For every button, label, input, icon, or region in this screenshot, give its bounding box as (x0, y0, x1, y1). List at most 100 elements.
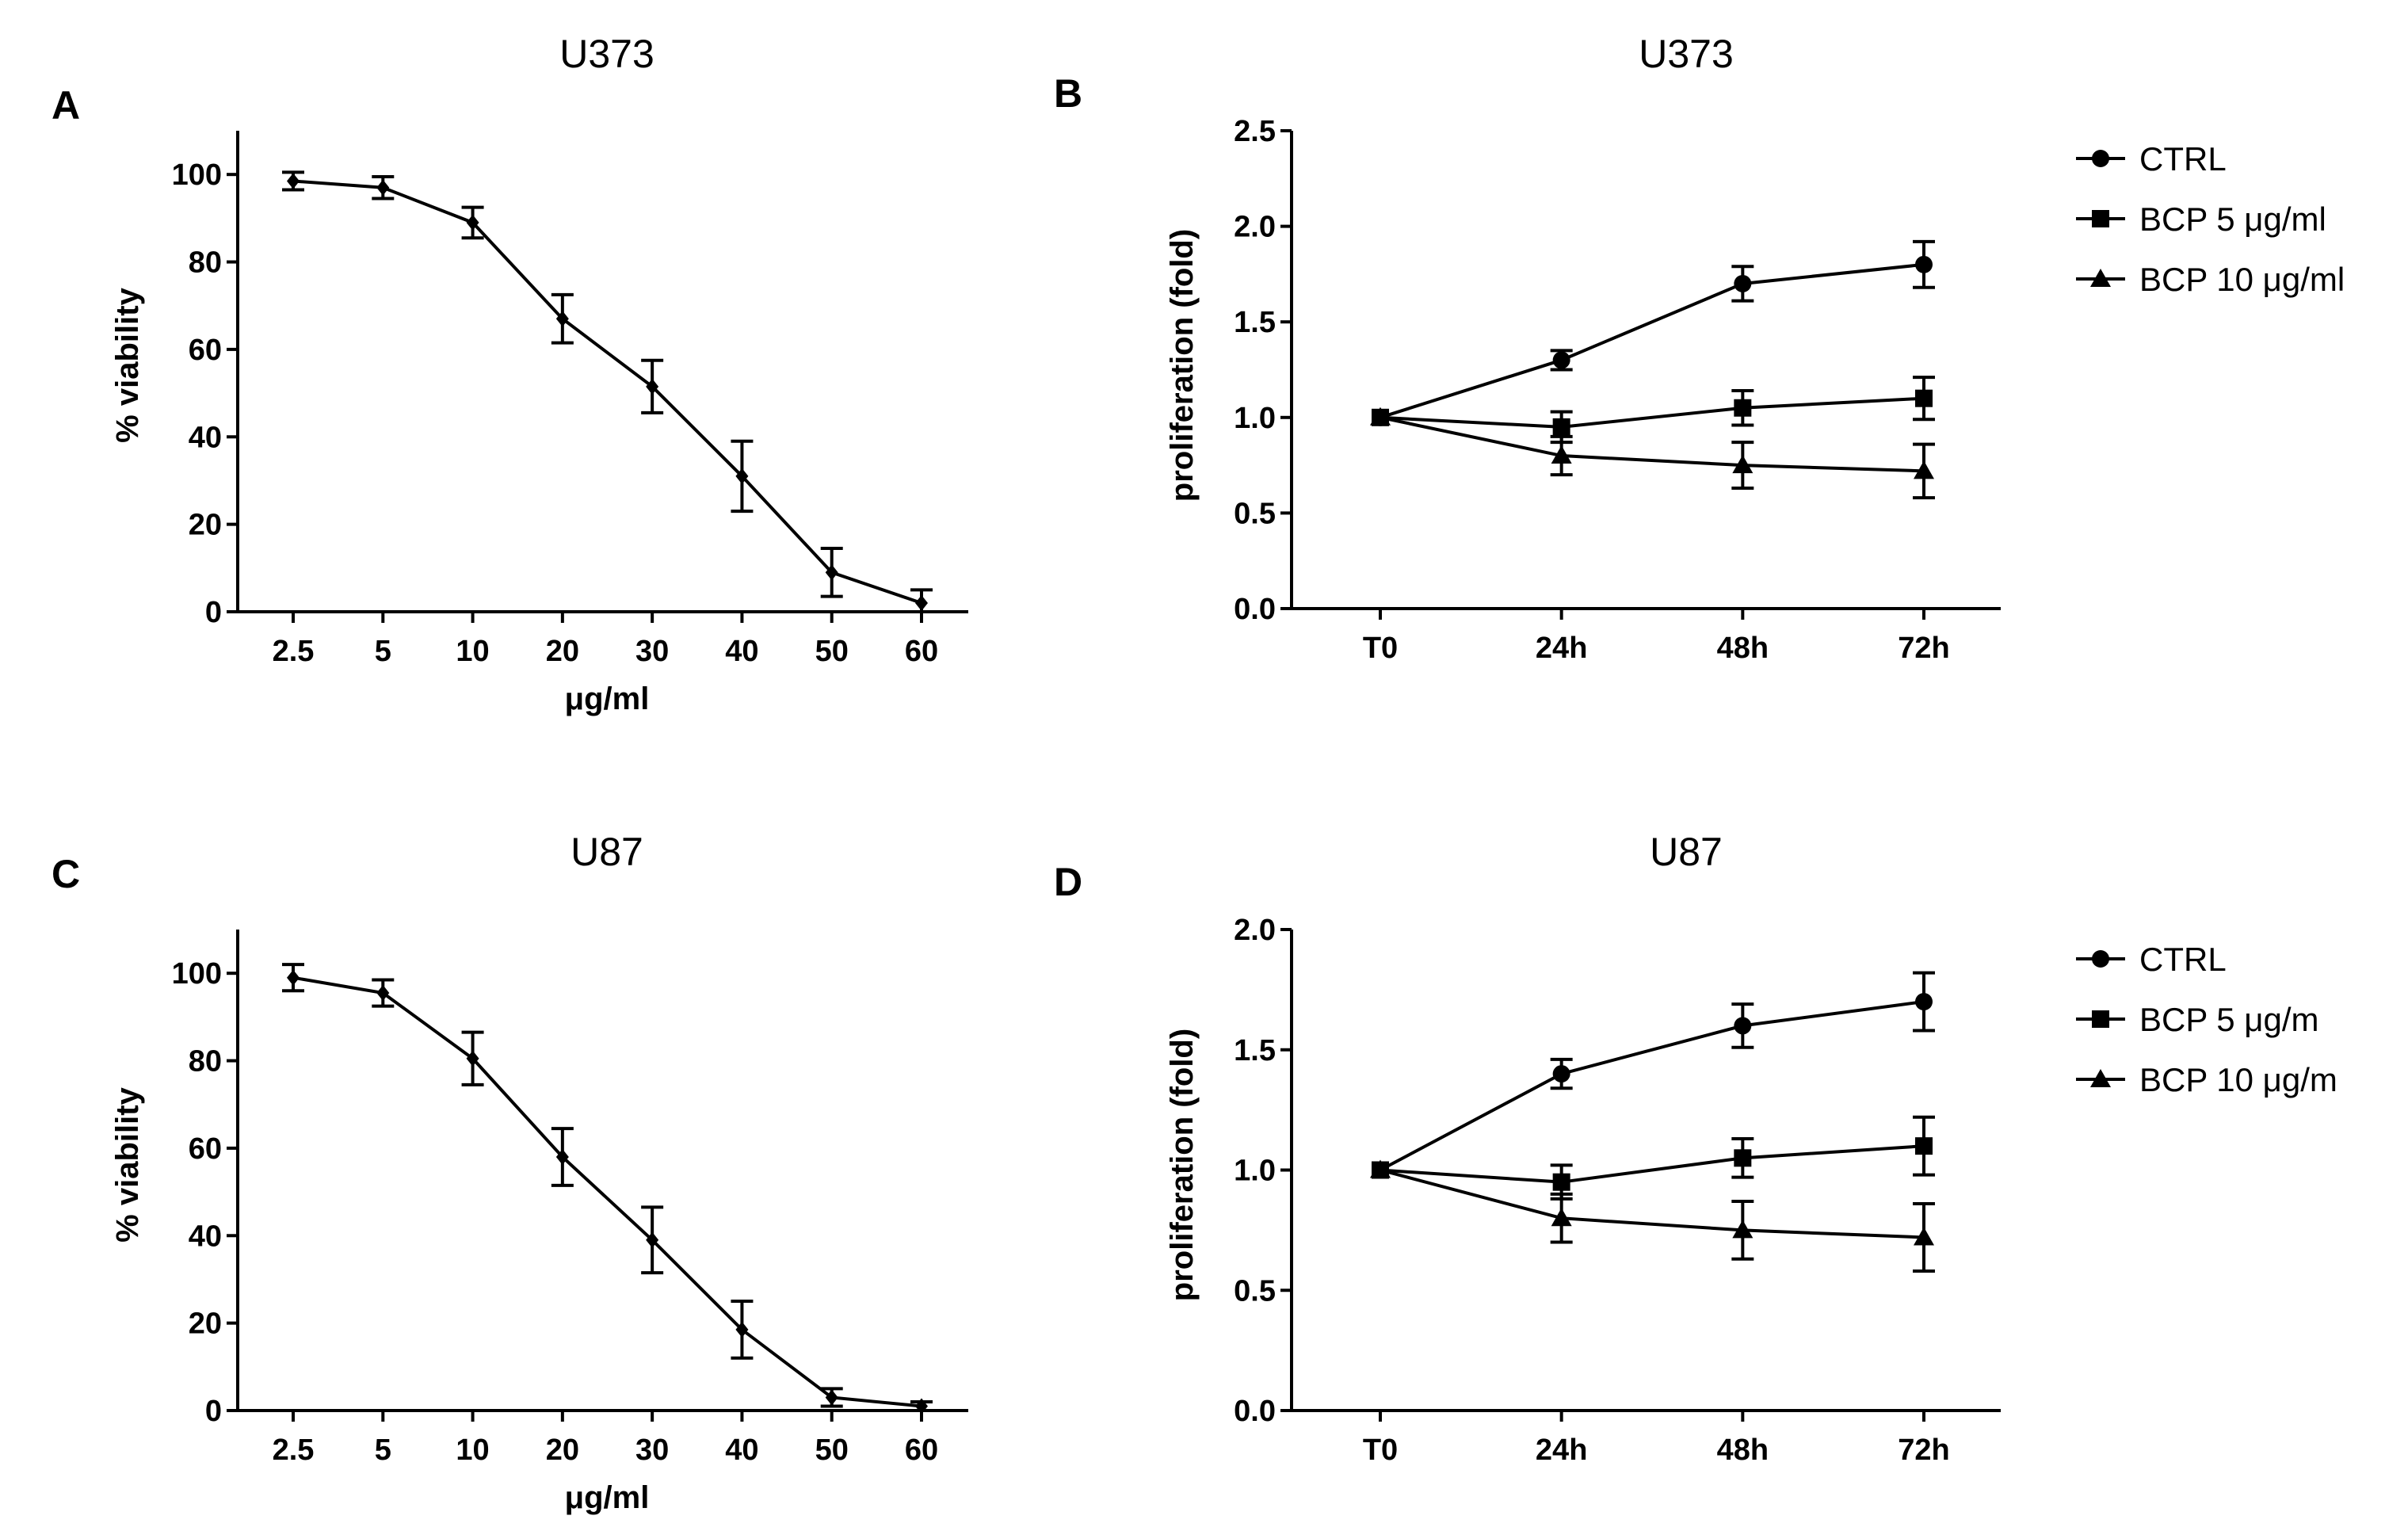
panel-d-data-point (1551, 1208, 1572, 1227)
panel-d-x-tick-label: 72h (1898, 1434, 1949, 1467)
panel-d-series-line-1 (1380, 1144, 1925, 1184)
panel-c-data-point (287, 969, 300, 986)
panel-a-data-point (735, 468, 749, 484)
panel-d-title: U87 (1650, 830, 1723, 874)
panel-a-x-tick-label: 5 (375, 635, 391, 668)
panel-a-y-tick-label: 0 (205, 596, 222, 629)
panel-d-data-point (1915, 993, 1933, 1011)
panel-c-data-point (466, 1050, 479, 1067)
panel-b-legend-label: BCP 10 μg/ml (2139, 261, 2345, 298)
panel-c-data-point (376, 985, 390, 1002)
panel-b-y-tick-label: 1.0 (1234, 402, 1276, 435)
panel-b-title: U373 (1639, 32, 1734, 76)
panel-b-legend-label: BCP 5 μg/ml (2139, 200, 2326, 238)
panel-c-data-point (555, 1148, 569, 1165)
panel-a-series-line-0 (292, 179, 922, 605)
panel-a-x-tick-label: 10 (456, 635, 489, 668)
panel-b-x-tick-label: 72h (1898, 632, 1949, 665)
panel-d-y-tick-label: 1.5 (1234, 1034, 1276, 1067)
panel-c-data-point (735, 1321, 749, 1338)
panel-d-x-tick-label: 48h (1717, 1434, 1769, 1467)
panel-b-legend-marker (2090, 269, 2111, 287)
panel-a-x-tick-label: 50 (815, 635, 849, 668)
panel-d-legend: CTRL BCP 5 μg/m BCP 10 μg/m (2076, 941, 2337, 1098)
panel-d-legend-label: BCP 10 μg/m (2139, 1061, 2337, 1098)
panel-b-data-point (1734, 399, 1752, 417)
panel-c-x-tick-label: 40 (725, 1434, 758, 1467)
panel-c-x-tick-label: 60 (905, 1434, 938, 1467)
panel-b-series-line-2 (1380, 415, 1925, 473)
panel-a-data-point (287, 173, 300, 189)
panel-c-x-tick-label: 10 (456, 1434, 489, 1467)
panel-d-legend-label: CTRL (2139, 941, 2227, 978)
panel-c-y-axis-label: % viability (110, 1086, 145, 1242)
panel-c-x-tick-label: 2.5 (273, 1434, 315, 1467)
panel-c-plot: 0 20 40 60 80 100 2.5 5 10 20 30 40 50 60 (172, 930, 968, 1467)
panel-a-y-tick-label: 80 (189, 246, 222, 280)
panel-letter-a: A (52, 83, 80, 128)
panel-d-legend-marker (2090, 1069, 2111, 1087)
panel-a-y-axis-label: % viability (110, 287, 145, 442)
panel-a-x-tick-label: 2.5 (273, 635, 315, 668)
panel-a-x-axis-label: μg/ml (565, 682, 650, 716)
panel-c-data-point (915, 1398, 928, 1415)
panel-d-series-line-2 (1380, 1168, 1925, 1239)
panel-a-y-tick-label: 100 (172, 158, 222, 192)
panel-b-data-point (1732, 455, 1754, 474)
panel-b-data-point (1551, 445, 1572, 464)
panel-d-y-tick-label: 0.5 (1234, 1274, 1276, 1308)
panel-d-x-tick-label: 24h (1536, 1434, 1587, 1467)
panel-b-y-tick-label: 2.0 (1234, 211, 1276, 244)
panel-a-y-tick-label: 40 (189, 421, 222, 454)
panel-d-y-axis-label: proliferation (fold) (1165, 1029, 1200, 1301)
panel-b-x-tick-label: T0 (1363, 632, 1398, 665)
panel-c-y-tick-label: 20 (189, 1308, 222, 1341)
panel-c-x-tick-label: 20 (546, 1434, 579, 1467)
panel-c-data-point (825, 1389, 838, 1406)
panel-d-data-point (1734, 1149, 1752, 1167)
panel-b-legend-label: CTRL (2139, 140, 2227, 178)
panel-d-plot: 0.0 0.5 1.0 1.5 2.0 T0 24h 48h 72h (1234, 914, 2001, 1467)
panel-c-x-tick-label: 50 (815, 1434, 849, 1467)
panel-b-y-tick-label: 0.0 (1234, 593, 1276, 626)
panel-b-legend-marker (2092, 150, 2109, 167)
panel-b-data-point (1552, 351, 1570, 369)
panel-b-legend-marker (2092, 210, 2109, 227)
panel-a-x-tick-label: 40 (725, 635, 758, 668)
panel-c-x-axis-label: μg/ml (565, 1480, 650, 1515)
panel-a-data-point (915, 594, 928, 611)
panel-letter-d: D (1054, 860, 1082, 904)
panel-b-y-tick-label: 2.5 (1234, 115, 1276, 148)
panel-b-x-tick-label: 24h (1536, 632, 1587, 665)
panel-d-y-tick-label: 0.0 (1234, 1395, 1276, 1428)
panel-c-y-tick-label: 100 (172, 957, 222, 991)
panel-b-data-point (1915, 389, 1933, 407)
panel-c-x-tick-label: 5 (375, 1434, 391, 1467)
panel-d-data-point (1552, 1173, 1570, 1191)
panel-b-data-point (1370, 407, 1391, 426)
panel-b-legend: CTRL BCP 5 μg/ml BCP 10 μg/ml (2076, 140, 2345, 298)
panel-d: D U87 proliferation (fold) 0.0 0.5 1.0 1.5 2… (1054, 830, 2337, 1467)
panel-a-y-tick-label: 60 (189, 334, 222, 367)
panel-d-data-point (1914, 1227, 1934, 1246)
panel-b-y-tick-label: 1.5 (1234, 306, 1276, 339)
panel-b-x-tick-label: 48h (1717, 632, 1769, 665)
panel-a-data-point (825, 564, 838, 581)
panel-d-data-point (1732, 1220, 1754, 1239)
panel-a-title: U373 (559, 32, 654, 76)
panel-c-y-tick-label: 80 (189, 1045, 222, 1079)
panel-a-data-point (376, 179, 390, 196)
panel-b-data-point (1552, 418, 1570, 436)
panel-a-x-tick-label: 60 (905, 635, 938, 668)
panel-c-series-line-0 (292, 975, 922, 1408)
panel-d-y-tick-label: 1.0 (1234, 1155, 1276, 1188)
panel-a-plot: 0 20 40 60 80 100 2.5 5 10 20 30 40 50 60 (172, 131, 968, 668)
panel-d-x-tick-label: T0 (1363, 1434, 1398, 1467)
panel-a-x-tick-label: 30 (635, 635, 669, 668)
panel-c-y-tick-label: 60 (189, 1132, 222, 1166)
panel-a: A U373 % viability μg/ml 0 20 40 60 80 100 2.5… (52, 32, 968, 716)
panel-d-series-line-0 (1380, 1000, 1925, 1172)
panel-d-legend-marker (2092, 950, 2109, 968)
panel-b-plot: 0.0 0.5 1.0 1.5 2.0 2.5 T0 24h 48h 72h (1234, 115, 2001, 665)
